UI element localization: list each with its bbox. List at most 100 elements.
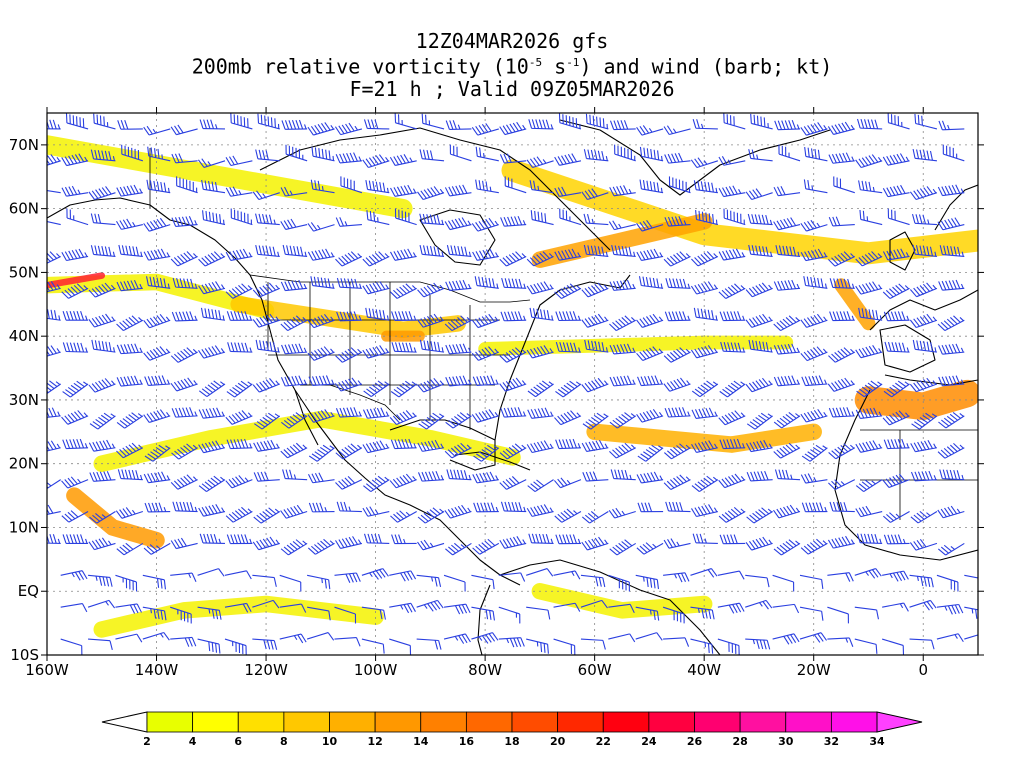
wind-barb (335, 217, 362, 227)
british-isles (889, 231, 916, 271)
wind-barb (665, 501, 691, 513)
wind-barb (581, 511, 609, 524)
wind-barb (773, 442, 801, 459)
wind-barb (66, 208, 89, 226)
wind-barb (772, 603, 800, 614)
wind-barb (280, 539, 308, 556)
wind-barb (663, 637, 690, 647)
wind-barb (60, 638, 83, 655)
wind-barb (47, 119, 61, 130)
wind-barb (365, 307, 390, 321)
wind-barb (144, 444, 171, 462)
wind-barb (745, 536, 773, 551)
arctic-archipelago (259, 127, 611, 251)
wind-barb (61, 153, 89, 167)
wind-barb (116, 442, 144, 459)
wind-barb (308, 502, 335, 513)
wind-barb (225, 475, 253, 489)
wind-barb (418, 412, 445, 430)
colorbar-swatch (648, 711, 695, 733)
wind-barb (280, 279, 308, 292)
wind-barb (255, 339, 280, 353)
wind-barb (47, 220, 61, 226)
wind-barb (389, 638, 412, 655)
lon-tick-label: 120W (244, 661, 288, 679)
wind-barb (472, 471, 499, 484)
wind-barb (636, 313, 664, 328)
wind-barb (281, 412, 308, 429)
lon-tick-label: 40W (687, 661, 721, 679)
wind-barb (718, 283, 746, 299)
wind-barb (498, 637, 525, 648)
wind-barb (117, 119, 143, 130)
wind-barb (170, 572, 197, 582)
vorticity-band (66, 487, 165, 549)
wind-barb (909, 638, 935, 650)
colorbar-label: 10 (322, 735, 338, 748)
wind-barb (637, 375, 664, 387)
wind-barb (198, 251, 226, 267)
wind-barb (529, 307, 554, 321)
wind-barb (937, 542, 965, 556)
colorbar-label: 4 (189, 735, 197, 748)
wind-barb (362, 281, 390, 295)
wind-barb (882, 283, 910, 300)
wind-barb (526, 440, 554, 454)
lat-tick-label: 10N (9, 518, 39, 536)
wind-barb (801, 502, 828, 513)
colorbar-swatch (146, 711, 194, 733)
wind-barb (89, 412, 116, 430)
wind-barbs (47, 113, 978, 655)
wind-barb (416, 599, 444, 612)
wind-barb (198, 281, 226, 295)
wind-barb (310, 276, 335, 289)
wind-barb (695, 210, 718, 226)
wind-barb (663, 538, 691, 549)
wind-barb (471, 606, 495, 621)
wind-barb (773, 539, 801, 556)
wind-barb (391, 311, 417, 321)
wind-barb (255, 245, 280, 258)
wind-barb (692, 119, 718, 130)
wind-barb (583, 149, 609, 162)
wind-barb (718, 185, 746, 198)
wind-barb (170, 251, 198, 267)
wind-barb (580, 574, 606, 588)
axis-ticks: 160W 140W 120W 100W 80W 60W 40W 20W 0 70N 60N 50N 40… (9, 107, 984, 679)
wind-barb (335, 251, 363, 267)
wind-barb (773, 343, 801, 355)
wind-barb (62, 342, 89, 353)
wind-barb (882, 602, 909, 612)
wind-barb (471, 409, 499, 423)
wind-barb (62, 534, 89, 544)
wind-barb (800, 313, 828, 328)
wind-barb (471, 632, 499, 644)
wind-barb (421, 113, 445, 130)
wind-barb (636, 471, 664, 484)
wind-barb (361, 606, 386, 620)
wind-barb (443, 633, 471, 644)
colorbar-swatch (602, 711, 650, 733)
wind-barb (390, 380, 417, 398)
wind-barb (254, 412, 281, 430)
baja-california (294, 389, 319, 446)
wind-barb (471, 574, 495, 590)
south-america-west (477, 584, 491, 655)
wind-barb (833, 176, 855, 194)
wind-barb (394, 208, 417, 226)
wind-barb (912, 148, 937, 162)
wind-barb (61, 283, 89, 299)
wind-barb (693, 307, 718, 321)
colorbar-label: 32 (824, 735, 839, 748)
wind-barb (252, 378, 280, 393)
wind-barb (90, 149, 116, 162)
wind-barb (746, 507, 773, 524)
wind-barb (253, 507, 281, 524)
wind-barb (416, 574, 442, 588)
wind-barb (390, 184, 417, 197)
wind-barb (635, 632, 663, 641)
wind-barb (445, 375, 472, 387)
wind-barb (638, 276, 664, 289)
wind-barb (362, 506, 390, 517)
wind-barb (253, 439, 280, 452)
